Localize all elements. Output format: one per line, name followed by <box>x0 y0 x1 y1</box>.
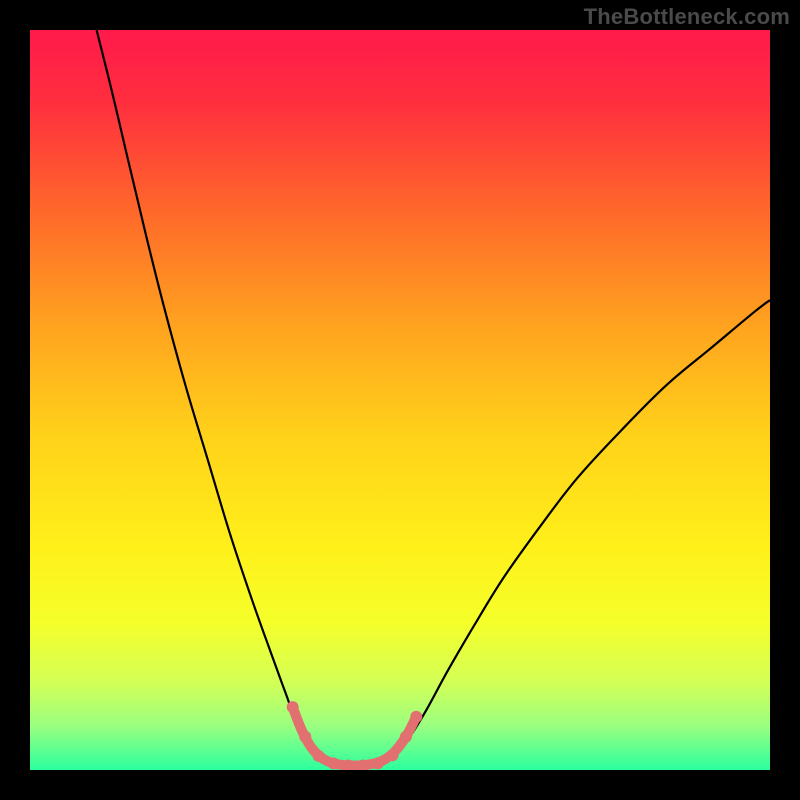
watermark-text: TheBottleneck.com <box>584 4 790 30</box>
highlight-dot <box>372 757 384 769</box>
highlight-dot <box>400 731 412 743</box>
gradient-background <box>30 30 770 770</box>
highlight-dot <box>387 749 399 761</box>
highlight-dot <box>299 731 311 743</box>
chart-frame: TheBottleneck.com <box>0 0 800 800</box>
highlight-dot <box>287 701 299 713</box>
highlight-dot <box>327 757 339 769</box>
highlight-dot <box>313 750 325 762</box>
highlight-dot <box>410 711 422 723</box>
plot-area <box>30 30 770 770</box>
chart-svg <box>30 30 770 770</box>
